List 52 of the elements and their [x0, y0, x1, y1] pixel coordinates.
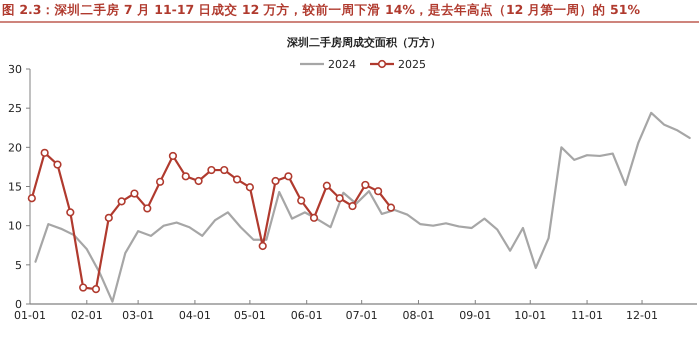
x-tick-label: 01-01 — [14, 309, 46, 322]
chart-title: 图 2.3：深圳二手房 7 月 11-17 日成交 12 万方，较前一周下滑 14%，是去年高点（12 月第一周）的 51% — [2, 2, 640, 17]
y-tick-label: 20 — [8, 141, 22, 154]
legend-label: 2025 — [398, 58, 426, 71]
point — [66, 208, 74, 216]
y-tick-label: 0 — [15, 298, 22, 311]
x-tick-label: 07-01 — [346, 309, 378, 322]
point — [118, 197, 126, 206]
point — [194, 176, 203, 186]
y-tick-label: 10 — [8, 220, 22, 233]
point — [207, 166, 216, 174]
point — [386, 204, 396, 212]
point — [232, 175, 242, 184]
point — [310, 214, 318, 222]
x-tick-label: 06-01 — [290, 309, 323, 322]
point — [53, 160, 62, 169]
point — [322, 182, 331, 190]
point — [104, 214, 113, 222]
x-tick-label: 04-01 — [178, 309, 211, 322]
x-tick-label: 02-01 — [70, 309, 103, 322]
point — [156, 178, 164, 186]
point — [246, 183, 254, 192]
point — [168, 152, 178, 160]
x-tick-label: 11-01 — [571, 309, 604, 322]
x-tick-label: 09-01 — [459, 309, 492, 322]
point — [297, 196, 306, 205]
point — [28, 194, 36, 202]
y-tick-label: 15 — [8, 180, 22, 194]
point — [336, 194, 344, 202]
x-tick-label: 05-01 — [234, 309, 266, 322]
x-tick-label: 10-01 — [514, 309, 546, 322]
chart-subtitle: 深圳二手房周成交面积（万方） — [286, 36, 441, 49]
x-tick-label: 08-01 — [402, 309, 434, 322]
point — [92, 285, 100, 294]
x-tick-label: 03-01 — [122, 309, 154, 322]
point — [130, 189, 139, 198]
point — [348, 202, 357, 210]
point — [182, 172, 190, 180]
legend-label: 2024 — [328, 58, 356, 71]
point — [271, 176, 280, 186]
point — [361, 180, 370, 190]
point — [284, 172, 292, 180]
point — [258, 242, 267, 250]
point — [143, 204, 152, 213]
point — [220, 166, 228, 174]
y-tick-label: 5 — [15, 258, 22, 272]
y-tick-label: 25 — [8, 102, 22, 116]
y-tick-label: 30 — [8, 63, 22, 76]
point — [374, 187, 382, 196]
point — [40, 148, 49, 157]
point — [79, 283, 88, 292]
x-tick-label: 12-01 — [626, 309, 658, 322]
